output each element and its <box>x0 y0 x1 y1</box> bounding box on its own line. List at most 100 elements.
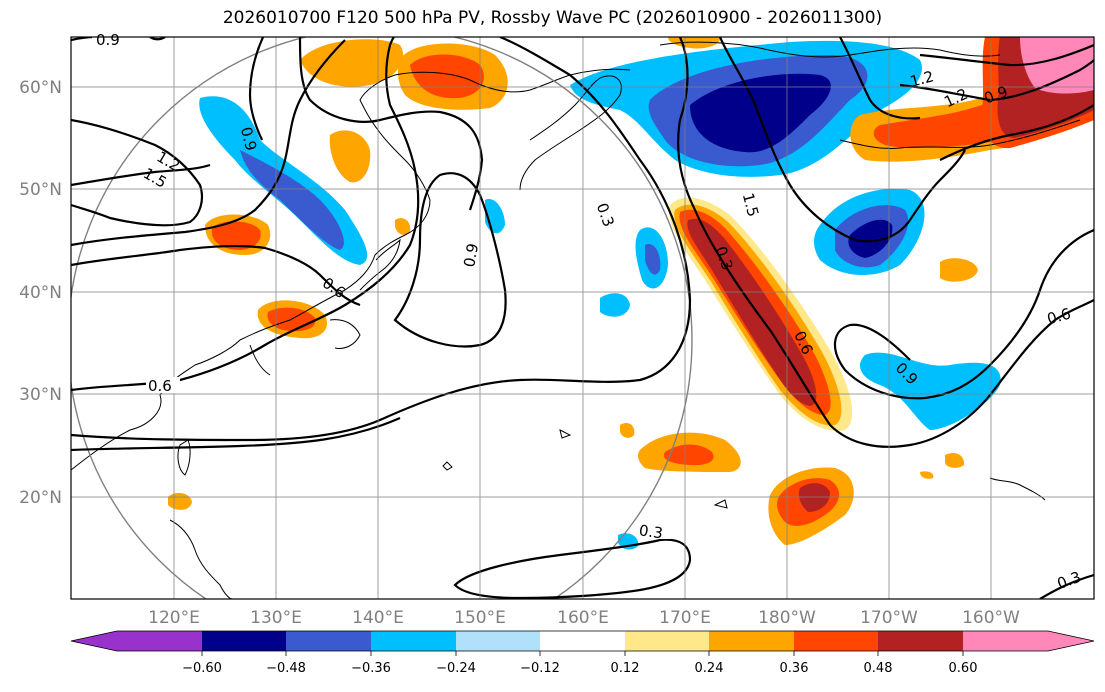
coastline <box>71 199 431 471</box>
colorbar-tick-label: 0.60 <box>949 661 978 676</box>
contour-line <box>677 37 1094 448</box>
contour-line <box>919 43 1094 67</box>
lon-label: 180°W <box>758 608 816 628</box>
colorbar-tick-label: −0.60 <box>182 661 222 676</box>
map-frame <box>70 36 1095 600</box>
positive-anomaly-shading <box>687 218 817 406</box>
contour-line <box>71 118 204 227</box>
contour-line <box>939 104 1094 161</box>
contour-line <box>298 37 484 211</box>
lat-label: 60°N <box>19 78 62 98</box>
negative-anomaly-shading <box>240 150 344 250</box>
coastline <box>359 68 631 201</box>
contour-label: 0.9 <box>460 242 482 269</box>
lon-label: 120°E <box>148 608 200 628</box>
contour-label: 0.6 <box>148 377 172 395</box>
coastline <box>519 75 622 191</box>
lat-label: 40°N <box>19 283 62 303</box>
positive-anomaly-shading <box>395 218 411 235</box>
contour-line <box>718 37 966 243</box>
lon-label: 170°W <box>860 608 918 628</box>
coastline <box>839 119 1081 149</box>
contour-line <box>834 228 1094 400</box>
colorbar-segment <box>540 631 625 651</box>
positive-anomaly-shading <box>940 258 978 282</box>
colorbar-segment <box>117 631 202 651</box>
lon-label: 160°W <box>962 608 1020 628</box>
coastline <box>329 319 361 349</box>
negative-anomaly-shading <box>600 293 630 317</box>
lon-label: 150°E <box>454 608 506 628</box>
colorbar-segment <box>878 631 963 651</box>
contour-label: 1.5 <box>739 191 763 219</box>
lat-label: 30°N <box>19 385 62 405</box>
coastline <box>177 439 191 476</box>
colorbar-tick-label: −0.24 <box>436 661 476 676</box>
lat-label: 50°N <box>19 180 62 200</box>
lat-label: 20°N <box>19 488 62 508</box>
contour-line <box>899 59 1094 102</box>
contour-line <box>71 39 346 247</box>
contour-line <box>71 163 211 187</box>
lon-label: 170°E <box>659 608 711 628</box>
colorbar-segment <box>794 631 878 651</box>
contour-line <box>453 538 692 599</box>
colorbar-outline <box>70 630 1095 652</box>
contour-labels: 0.9 1.2 1.5 0.6 0.9 0.3 0.9 0.3 0.6 0.9 … <box>92 31 1083 593</box>
coastline <box>359 238 401 291</box>
contour-line <box>149 37 166 41</box>
negative-anomaly-shading <box>690 73 831 153</box>
contour-label: 1.2 <box>908 67 936 91</box>
positive-anomaly-shading <box>620 423 635 438</box>
contour-label: 0.6 <box>1045 304 1073 328</box>
positive-anomaly-shading <box>663 444 714 466</box>
contour-label: 0.9 <box>237 125 261 153</box>
colorbar: −0.60 −0.48 −0.36 −0.24 −0.12 0.12 0.24 … <box>70 630 1095 676</box>
positive-anomaly-shading <box>945 453 965 468</box>
colorbar-tick-label: 0.24 <box>695 661 724 676</box>
negative-anomaly-shading <box>860 352 1001 430</box>
negative-anomaly-shading <box>645 244 661 275</box>
latitude-labels: 60°N 50°N 40°N 30°N 20°N <box>19 78 62 508</box>
lon-label: 140°E <box>352 608 404 628</box>
contour-line <box>1039 573 1094 599</box>
coastline <box>169 519 233 599</box>
colorbar-segment <box>71 631 117 651</box>
positive-anomaly-shading <box>798 483 830 512</box>
positive-anomaly-shading <box>920 471 934 479</box>
colorbar-tick-label: −0.48 <box>266 661 306 676</box>
positive-anomaly-shading <box>211 221 261 250</box>
contour-line <box>71 37 692 442</box>
coastline <box>559 429 572 439</box>
colorbar-tick-label: −0.12 <box>520 661 560 676</box>
colorbar-segment <box>286 631 371 651</box>
negative-anomaly-shading <box>848 219 893 258</box>
coastline <box>249 344 271 376</box>
shading-layer <box>168 37 1094 550</box>
colorbar-segment <box>1048 631 1094 651</box>
colorbar-tick-label: 0.36 <box>780 661 809 676</box>
colorbar-tick-label: 0.12 <box>611 661 640 676</box>
contour-label: 0.9 <box>96 31 120 49</box>
colorbar-segment <box>371 631 456 651</box>
lon-label: 160°E <box>557 608 609 628</box>
colorbar-segment <box>456 631 540 651</box>
colorbar-tick-label: −0.36 <box>351 661 391 676</box>
contour-line <box>71 416 401 452</box>
colorbar-segment <box>963 631 1048 651</box>
contour-label: 0.3 <box>638 521 664 542</box>
contour-line <box>248 37 265 141</box>
colorbar-segment <box>202 631 286 651</box>
coastline <box>442 461 453 471</box>
positive-anomaly-shading <box>329 130 371 183</box>
contour-line <box>839 37 921 120</box>
colorbar-segment <box>709 631 794 651</box>
colorbar-tick-label: 0.48 <box>864 661 893 676</box>
lon-label: 130°E <box>250 608 302 628</box>
coastline <box>713 499 728 509</box>
graticule <box>71 37 1094 599</box>
colorbar-segment <box>625 631 709 651</box>
map-title: 2026010700 F120 500 hPa PV, Rossby Wave … <box>222 8 883 28</box>
coastline <box>989 477 1046 501</box>
